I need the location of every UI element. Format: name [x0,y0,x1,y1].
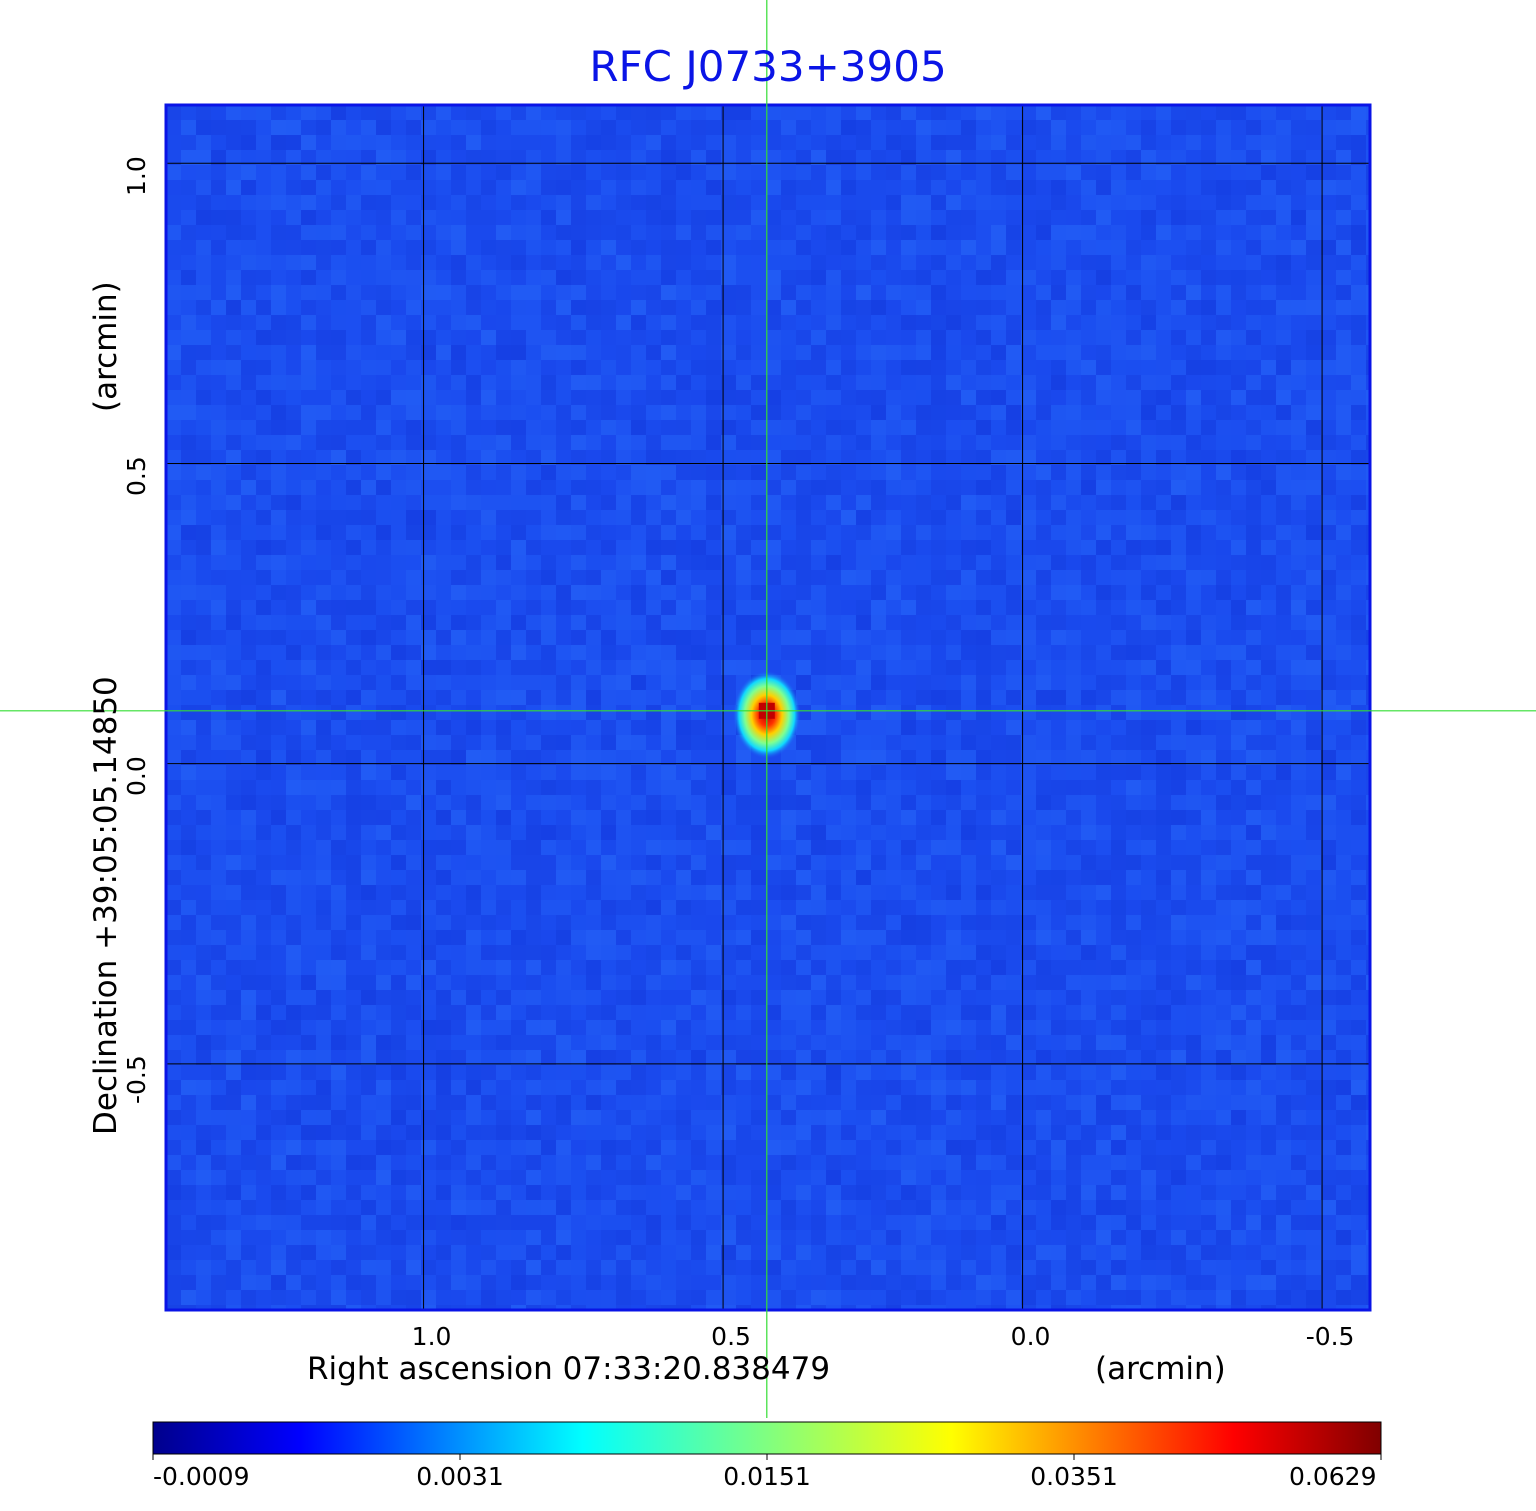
colorbar-tick-label: 0.0031 [416,1462,504,1491]
colorbar-tick-label: 0.0151 [723,1462,811,1491]
x-tick-label: 0.5 [711,1322,751,1351]
colorbar-tick-label: 0.0629 [1289,1462,1377,1491]
heatmap-noise [166,105,1370,1310]
y-tick-label: -0.5 [122,1055,151,1104]
plot-frame [164,103,1372,1312]
y-tick-label: 0.5 [122,456,151,496]
x-tick-label: -0.5 [1305,1322,1355,1351]
colorbar-tick-label: 0.0351 [1030,1462,1118,1491]
grid-lines [166,105,1370,1310]
colorbar-tick-marks [152,1454,1382,1460]
y-axis-label: Declination +39:05:05.14850 [88,676,124,1135]
y-tick-label: 1.0 [122,155,151,196]
y-tick-label: 0.0 [122,756,151,797]
y-axis-unit: (arcmin) [88,281,124,412]
colorbar-tick-label: -0.0009 [153,1462,250,1491]
x-axis-label: Right ascension 07:33:20.838479 [307,1351,831,1387]
x-axis-unit: (arcmin) [1095,1351,1226,1387]
x-tick-label: 1.0 [411,1322,452,1351]
x-tick-label: 0.0 [1010,1322,1051,1351]
crosshair [0,0,1536,1418]
heatmap-image [166,105,1370,1310]
chart-title: RFC J0733+3905 [589,42,947,91]
colorbar [152,1421,1382,1455]
